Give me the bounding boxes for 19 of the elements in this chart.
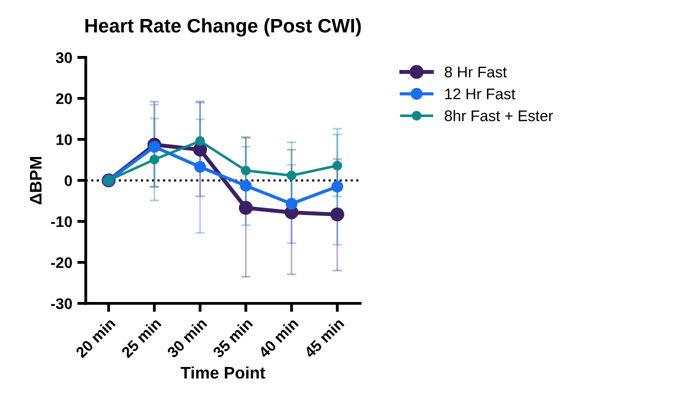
x-tick-label: 20 min	[74, 317, 116, 358]
x-tick-label: 35 min	[212, 317, 254, 359]
legend-label: 12 Hr Fast	[445, 88, 516, 100]
y-axis-title: ΔBPM	[30, 157, 42, 204]
y-tick-label: -10	[51, 216, 72, 228]
x-tick-label: 45 min	[303, 317, 345, 359]
y-tick-label: -30	[51, 298, 72, 310]
y-tick-label: 20	[56, 93, 72, 104]
x-tick-label: 25 min	[120, 317, 162, 358]
y-tick-label: 10	[56, 134, 72, 146]
y-tick-label: -20	[51, 257, 72, 268]
x-axis-title: Time Point	[180, 366, 266, 379]
y-tick-label: 30	[56, 52, 72, 64]
chart-title: Heart Rate Change (Post CWI)	[85, 18, 361, 37]
legend-label: 8hr Fast + Ester	[444, 110, 553, 122]
x-tick-label: 30 min	[166, 317, 208, 359]
legend-label: 8 Hr Fast	[444, 66, 507, 78]
y-tick-label: 0	[64, 175, 72, 186]
x-tick-label: 40 min	[257, 317, 299, 359]
